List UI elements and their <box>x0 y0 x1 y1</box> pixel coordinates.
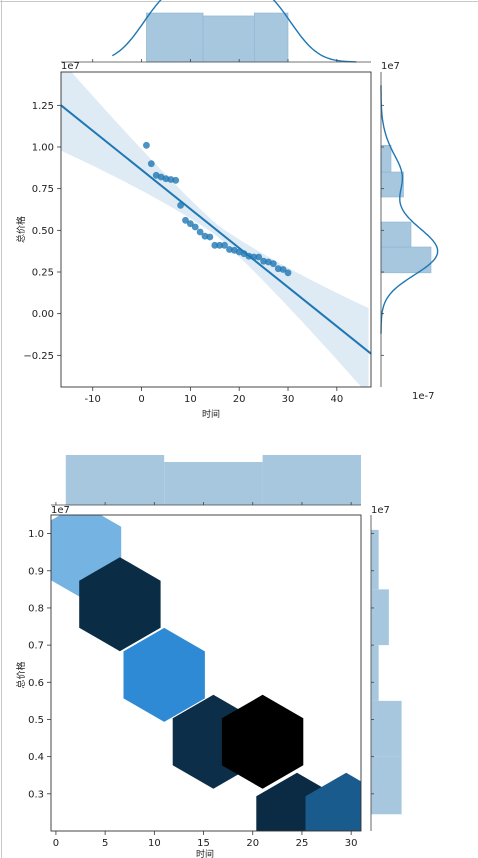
x-tick-label-3: 15 <box>197 838 210 849</box>
scatter-point-11 <box>196 228 204 236</box>
y-tick-label-0: −0.25 <box>23 351 54 362</box>
y-tick-label-1: 0.4 <box>28 752 44 763</box>
scatter-point-26 <box>269 260 277 268</box>
scatter-point-22 <box>250 253 258 261</box>
x-tick-label-5: 40 <box>330 394 343 405</box>
right-hist-bar-4 <box>380 145 392 173</box>
hexbin-cell-1 <box>79 557 161 652</box>
regression-jointplot: 1e7 1e-7 -10 0 10 20 30 40 −0.25 0.00 0.25 0.50 0.75… <box>15 0 439 420</box>
y-tick-label-2: 0.25 <box>32 268 54 279</box>
scatter-point-7 <box>177 201 185 209</box>
top-kde-line <box>111 0 357 63</box>
y-tick-label-2: 0.5 <box>28 715 44 726</box>
right-hist-bar-0 <box>371 756 402 815</box>
scatter-point-9 <box>186 220 194 228</box>
top-hist-bar-1 <box>202 15 255 63</box>
x-tick-label-1: 0 <box>138 394 144 405</box>
right-marginal-multiplier: 1e7 <box>371 505 390 516</box>
scatter-point-8 <box>182 216 189 224</box>
y-tick-label-6: 0.9 <box>28 566 44 577</box>
y-axis-multiplier: 1e7 <box>51 505 70 516</box>
scatter-point-15 <box>216 241 224 249</box>
scatter-point-13 <box>206 233 214 241</box>
hexbin-cell-6 <box>305 772 361 831</box>
y-tick-label-4: 0.7 <box>28 641 44 652</box>
right-marginal-multiplier: 1e7 <box>381 61 400 72</box>
y-tick-label-5: 1.00 <box>32 143 54 154</box>
x-tick-label-0: -10 <box>85 394 101 405</box>
x-tick-label-2: 10 <box>184 394 197 405</box>
y-tick-label-7: 1.0 <box>28 529 44 540</box>
right-hist-bar-3 <box>371 589 389 646</box>
y-axis-label: 总价格 <box>15 216 27 243</box>
top-hist-bar-0 <box>146 12 204 63</box>
scatter-point-10 <box>191 223 199 231</box>
y-tick-label-5: 0.8 <box>28 603 44 614</box>
y-tick-label-3: 0.50 <box>32 226 54 237</box>
scatter-point-0 <box>143 141 150 149</box>
y-axis-label: 总价格 <box>15 661 27 688</box>
top-hist-bar-1 <box>164 462 263 505</box>
scatter-point-6 <box>172 176 180 184</box>
scatter-point-1 <box>147 160 155 168</box>
y-tick-label-1: 0.00 <box>32 309 54 320</box>
x-tick-label-6: 30 <box>345 838 358 849</box>
regression-line <box>61 104 371 355</box>
right-kde-line <box>380 85 439 334</box>
top-hist-bar-2 <box>254 12 289 63</box>
y-tick-label-4: 0.75 <box>32 184 54 195</box>
x-tick-label-4: 30 <box>282 394 295 405</box>
scatter-point-16 <box>221 241 228 249</box>
top-hist-bar-2 <box>262 455 361 505</box>
x-tick-label-1: 5 <box>102 838 108 849</box>
y-tick-label-3: 0.6 <box>28 678 44 689</box>
plot-frame <box>50 514 362 832</box>
x-tick-label-2: 10 <box>148 838 161 849</box>
right-hist-bar-4 <box>371 529 379 590</box>
hexbin-jointplot: 1e7 0 5 10 15 20 25 30 0.3 0.4 0.5 0.6 0.7 0.8 0.9 1.0 1… <box>15 455 402 858</box>
top-hist-bar-0 <box>65 455 165 505</box>
scatter-point-29 <box>284 269 292 277</box>
x-axis-label: 时间 <box>202 408 220 420</box>
right-hist-bar-1 <box>380 221 412 248</box>
x-axis-label: 时间 <box>196 848 214 858</box>
x-tick-label-0: 0 <box>53 838 59 849</box>
y-axis-multiplier: 1e7 <box>61 61 80 72</box>
x-tick-label-4: 20 <box>246 838 259 849</box>
y-tick-label-6: 1.25 <box>32 101 54 112</box>
y-tick-label-0: 0.3 <box>28 789 44 800</box>
right-hist-bar-2 <box>371 645 379 701</box>
x-tick-label-3: 20 <box>233 394 246 405</box>
x-tick-label-5: 25 <box>296 838 309 849</box>
scatter-point-28 <box>279 266 287 273</box>
plot-frame <box>60 71 372 388</box>
hexbin-cell-2 <box>123 627 205 722</box>
x-axis-multiplier: 1e-7 <box>412 391 435 402</box>
scatter-point-23 <box>255 253 263 261</box>
right-hist-bar-1 <box>371 700 402 757</box>
scatter-point-14 <box>211 241 219 249</box>
hexbin-cell-4 <box>221 694 304 789</box>
